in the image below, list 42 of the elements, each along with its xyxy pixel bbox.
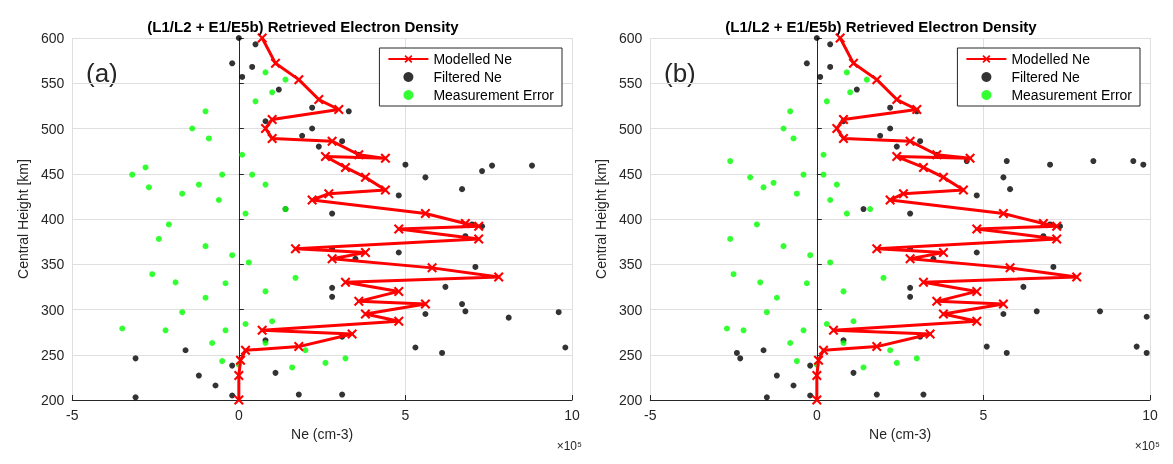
x-tick-label: 5 [979,407,988,423]
y-tick-label: 550 [40,75,65,92]
y-tick-label: 450 [40,165,65,182]
y-tick-label: 500 [40,120,65,137]
x-tick-label: -5 [644,407,657,423]
x-tick-label: 5 [401,407,410,423]
y-tick-label: 600 [618,30,643,46]
text: ×10⁵ [1134,439,1161,453]
y-axis-title: Central Height [km] [15,159,31,279]
y-axis-title: Central Height [km] [593,159,609,279]
y-tick-label: 350 [618,256,643,273]
x-axis-title: Ne (cm-3) [869,425,932,442]
y-tick-label: 250 [618,346,643,363]
y-tick-label: 200 [40,392,65,408]
y-tick-label: 500 [618,120,643,137]
y-tick-label: 300 [40,301,65,318]
y-tick-label: 200 [618,392,643,408]
legend-label: Measurement Error [1011,87,1133,103]
x-axis-title: Ne (cm-3) [291,425,354,442]
annotation: (b) [664,58,696,88]
annotation: (a) [86,58,118,88]
x-tick-label: 0 [812,407,821,423]
legend-label: Filtered Ne [433,69,503,85]
legend-label: Measurement Error [433,87,555,103]
chart-title: (L1/L2 + E1/E5b) Retrieved Electron Density [725,18,1038,35]
y-tick-label: 300 [618,301,643,318]
chart-title: (L1/L2 + E1/E5b) Retrieved Electron Density [147,18,460,35]
y-tick-label: 400 [40,211,65,227]
legend-label: Modelled Ne [433,51,513,67]
legend-label: Filtered Ne [1011,69,1081,85]
y-tick-label: 550 [618,75,643,92]
y-tick-label: 600 [40,30,65,46]
x-tick-label: 10 [564,407,580,423]
y-tick-label: 350 [40,256,65,273]
x-tick-label: -5 [66,407,79,423]
y-tick-label: 400 [618,211,643,227]
x-tick-label: 0 [234,407,243,423]
x-tick-label: 10 [1142,407,1158,423]
legend-label: Modelled Ne [1011,51,1091,67]
y-tick-label: 450 [618,165,643,182]
text: ×10⁵ [556,439,583,453]
y-tick-label: 250 [40,346,65,363]
